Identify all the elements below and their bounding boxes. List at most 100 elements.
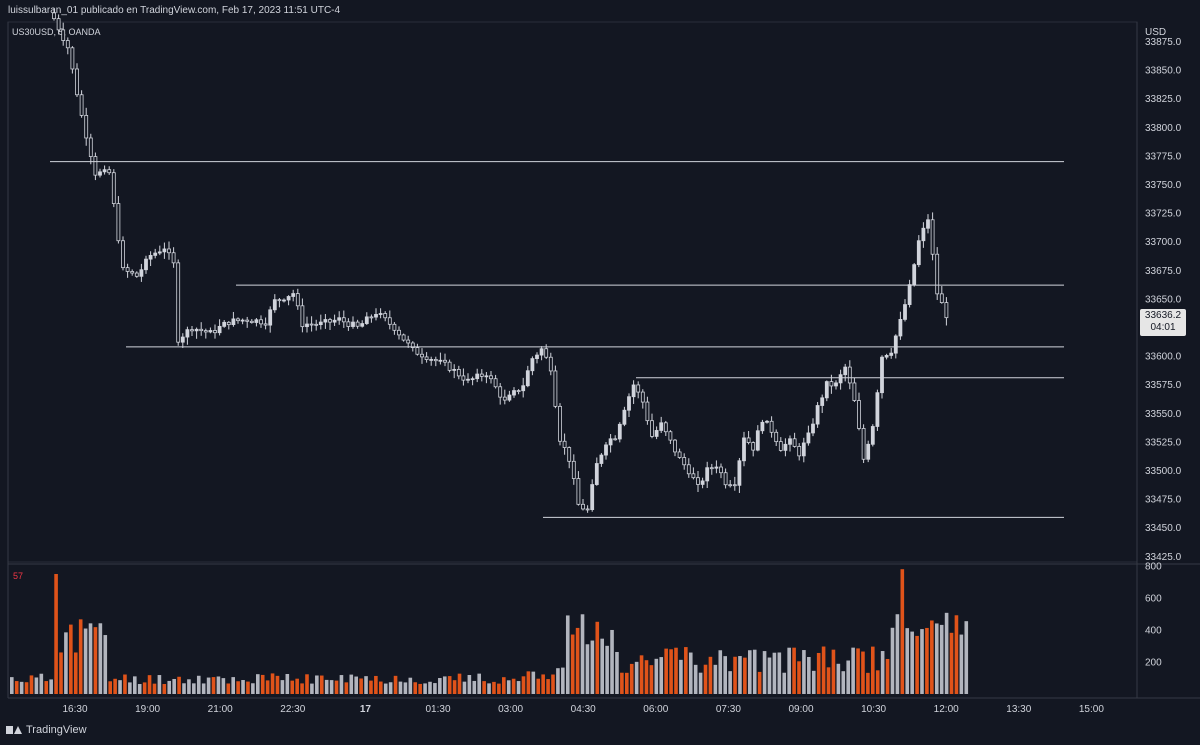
candle-body (401, 334, 406, 341)
candle-body (723, 472, 728, 486)
candle-body (466, 378, 470, 381)
volume-bar (329, 680, 334, 694)
price-tick-label: 33450.0 (1145, 523, 1182, 534)
volume-bar (871, 646, 875, 694)
candle-body (323, 319, 328, 323)
candle-body (360, 323, 365, 327)
volume-bar (939, 624, 944, 694)
candle-body (286, 296, 291, 301)
volume-bar (354, 676, 358, 694)
volume-bar (344, 682, 349, 694)
candle-body (240, 319, 245, 322)
volume-bar (684, 647, 688, 694)
candle-body (732, 484, 737, 487)
volume-bar (177, 676, 181, 694)
candle-body (944, 302, 949, 319)
volume-bar (536, 678, 541, 694)
candle-body (590, 484, 595, 511)
time-tick-label: 03:00 (498, 704, 523, 715)
volume-bar (157, 675, 162, 694)
candle-body (594, 463, 599, 485)
candle-body (912, 264, 917, 286)
brand-label: TradingView (26, 724, 87, 736)
candle-body (318, 321, 323, 326)
volume-bar (408, 677, 413, 694)
volume-bar (546, 679, 550, 694)
candle-body (116, 203, 121, 242)
candle-body (452, 369, 457, 371)
volume-bar (762, 651, 767, 694)
candle-body (84, 114, 89, 139)
candle-body (125, 267, 130, 272)
volume-bar (246, 681, 250, 694)
candle-body (456, 369, 461, 377)
candle-body (852, 382, 857, 401)
tradingview-logo: TradingView (6, 724, 87, 736)
volume-bar (83, 628, 88, 694)
candle-body (70, 47, 75, 70)
candle-body (811, 423, 815, 434)
candle-body (788, 438, 792, 445)
volume-bar (241, 680, 245, 694)
candle-body (162, 248, 167, 253)
volume-bar (93, 627, 98, 694)
volume-bar (644, 660, 649, 694)
price-tick-label: 33725.0 (1145, 209, 1182, 220)
volume-bar (910, 631, 914, 694)
volume-bar (556, 668, 560, 694)
volume-bar (103, 635, 108, 694)
volume-bar (492, 681, 496, 694)
volume-bar (39, 673, 44, 694)
candle-body (581, 503, 585, 510)
candle-body (558, 405, 562, 442)
candle-body (755, 430, 760, 451)
volume-bar (905, 628, 910, 694)
candle-body (654, 430, 659, 437)
volume-bar (615, 651, 619, 694)
volume-bar (339, 675, 344, 694)
volume-bar (192, 683, 196, 694)
volume-bar (147, 675, 152, 694)
volume-bar (34, 677, 39, 694)
symbol-label: US30USD, 5, OANDA (12, 27, 101, 37)
volume-bar (452, 680, 457, 694)
candle-body (199, 328, 204, 332)
volume-bar (703, 664, 708, 694)
volume-bar (118, 680, 122, 694)
volume-bar (472, 680, 477, 694)
price-tick-label: 33875.0 (1145, 37, 1182, 48)
volume-bar (585, 644, 590, 694)
volume-bar (182, 683, 186, 694)
candle-body (259, 319, 263, 325)
price-tick-label: 33800.0 (1145, 123, 1182, 134)
time-tick-label: 04:30 (571, 704, 596, 715)
candle-body (148, 255, 153, 260)
candle-body (98, 171, 102, 176)
volume-bar (256, 674, 260, 694)
candle-body (346, 321, 351, 327)
volume-bar (265, 680, 270, 694)
candle-body (397, 329, 401, 336)
volume-bar (851, 647, 855, 694)
volume-bar (10, 677, 14, 694)
candle-body (682, 457, 687, 466)
volume-bar (398, 681, 403, 694)
candle-body (921, 227, 926, 242)
volume-bar (59, 652, 63, 694)
time-tick-label: 06:00 (643, 704, 668, 715)
volume-bar (541, 674, 545, 694)
candle-body (429, 359, 434, 361)
candle-body (470, 378, 475, 381)
volume-bar (196, 675, 201, 694)
time-tick-label: 10:30 (861, 704, 886, 715)
price-tick-label: 33500.0 (1145, 466, 1182, 477)
candle-body (56, 18, 61, 31)
candle-body (916, 240, 921, 266)
volume-tick-label: 800 (1145, 562, 1162, 573)
volume-bar (438, 678, 442, 694)
candle-body (599, 454, 604, 464)
volume-bar (334, 680, 339, 694)
candle-body (351, 321, 355, 327)
candle-body (668, 431, 673, 441)
